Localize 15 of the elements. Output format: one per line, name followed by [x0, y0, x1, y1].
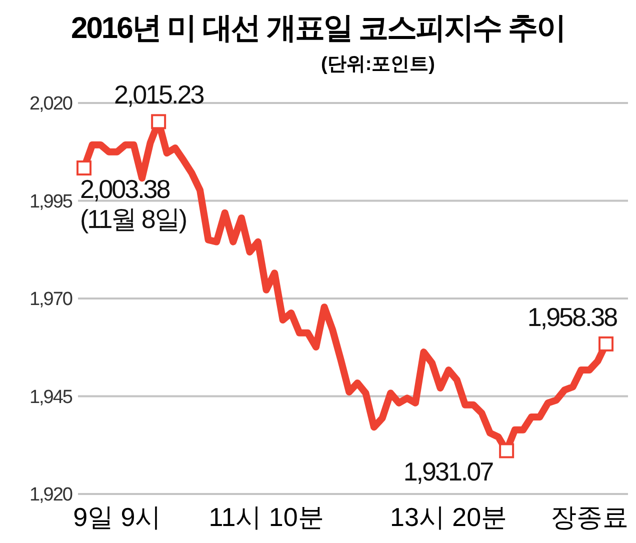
- y-tick-label: 1,970: [29, 289, 72, 310]
- chart-subtitle: (단위:포인트): [321, 54, 435, 75]
- y-tick-label: 1,995: [29, 191, 72, 212]
- data-label: 2,003.38 (11월 8일): [80, 174, 187, 234]
- chart-title: 2016년 미 대선 개표일 코스피지수 추이: [71, 12, 565, 45]
- data-label: 1,931.07: [403, 456, 494, 487]
- x-tick-label: 9일 9시: [73, 502, 162, 532]
- x-tick-label: 장종료: [550, 502, 628, 532]
- data-label: 1,958.38: [527, 302, 618, 332]
- y-tick-label: 1,945: [29, 386, 72, 408]
- data-label: 2,015.23: [114, 80, 204, 110]
- x-tick-label: 11시 10분: [208, 502, 324, 532]
- y-tick-label: 1,920: [29, 484, 72, 506]
- x-tick-label: 13시 20분: [390, 502, 508, 532]
- y-tick-label: 2,020: [29, 94, 72, 115]
